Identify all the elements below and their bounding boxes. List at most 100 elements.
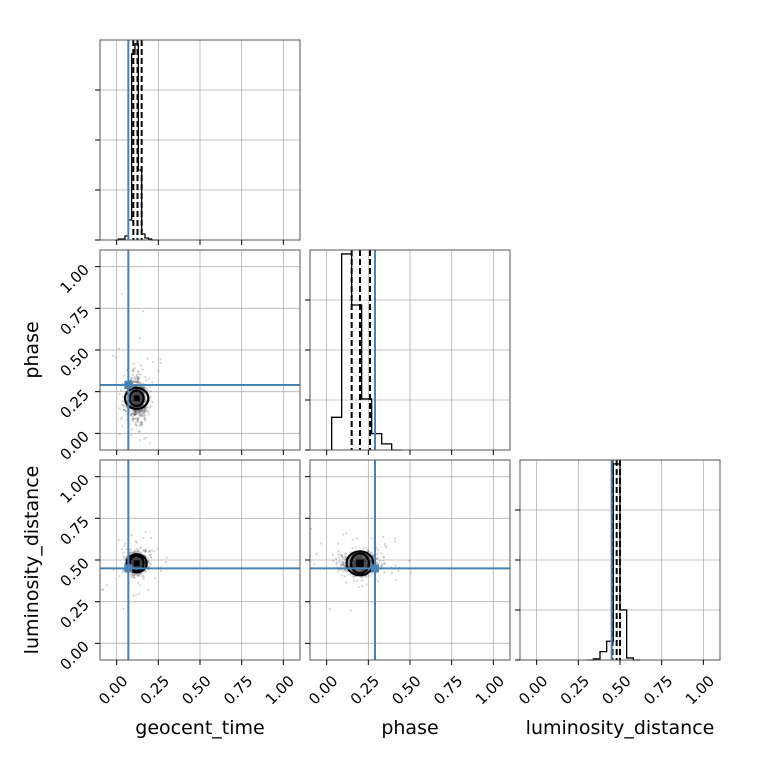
sample-point (120, 388, 123, 392)
sample-point (132, 573, 136, 576)
sample-point (134, 423, 137, 426)
y-tick-label: 0.50 (56, 344, 92, 380)
sample-point (136, 378, 139, 381)
x-tick-label: 1.00 (682, 672, 718, 708)
sample-point (136, 418, 139, 421)
sample-point (383, 562, 386, 565)
sample-point (147, 560, 150, 564)
sample-point (385, 546, 388, 549)
sample-point (131, 572, 134, 575)
sample-point (340, 574, 343, 577)
sample-point (148, 550, 151, 553)
sample-point (124, 409, 127, 413)
y-tick-label: 0.75 (56, 302, 92, 338)
sample-point (136, 550, 139, 553)
sample-point (360, 576, 363, 579)
sample-point (338, 556, 341, 559)
sample-point (370, 537, 373, 540)
sample-point (138, 413, 142, 416)
sample-point (133, 573, 137, 577)
sample-point (328, 607, 331, 611)
sample-point (141, 409, 144, 412)
sample-point (139, 584, 142, 587)
sample-point (132, 369, 135, 372)
sample-point (130, 428, 133, 431)
hist-panel-geocent_time (95, 39, 301, 245)
sample-point (353, 575, 356, 578)
sample-point (146, 409, 149, 412)
sample-point (134, 411, 137, 415)
sample-point (125, 556, 128, 559)
x-axis-label-phase: phase (381, 717, 438, 739)
sample-point (343, 569, 347, 572)
scatter-panel-geocent_time-vs-luminosity_distance: 0.00 0.25 0.50 0.75 1.000.000.250.500.751.00 (56, 459, 301, 708)
sample-point (146, 406, 149, 409)
sample-point (136, 376, 139, 379)
sample-point (122, 408, 126, 411)
x-tick-label: 0.75 (220, 672, 256, 708)
sample-point (139, 547, 142, 550)
sample-point (132, 380, 135, 383)
sample-point (366, 548, 370, 551)
sample-point (144, 555, 148, 558)
density-peak (356, 559, 364, 568)
sample-point (149, 562, 153, 565)
sample-point (149, 556, 152, 559)
sample-point (137, 409, 140, 412)
sample-point (136, 549, 139, 552)
sample-point (135, 373, 138, 376)
sample-point (345, 532, 348, 535)
sample-point (139, 422, 142, 425)
x-axis-label-luminosity_distance: luminosity_distance (526, 717, 715, 739)
sample-point (129, 548, 133, 551)
sample-point (133, 411, 136, 414)
sample-point (351, 538, 354, 541)
sample-point (140, 423, 144, 426)
sample-point (159, 570, 163, 573)
sample-point (138, 409, 141, 413)
sample-point (135, 410, 138, 413)
sample-point (129, 378, 133, 382)
contour-level (123, 386, 150, 410)
sample-point (340, 554, 344, 557)
sample-point (383, 542, 386, 545)
sample-point (347, 560, 350, 563)
sample-point (370, 572, 373, 575)
sample-point (138, 574, 141, 577)
sample-point (380, 564, 383, 567)
contour-level (125, 553, 148, 574)
sample-point (355, 580, 359, 583)
y-tick-label: 0.25 (56, 386, 92, 422)
sample-point (358, 585, 361, 589)
sample-point (342, 557, 345, 560)
sample-point (135, 412, 138, 416)
sample-point (331, 553, 334, 557)
contour-level (349, 552, 371, 575)
sample-point (136, 418, 139, 421)
y-tick-label: 0.50 (56, 554, 92, 590)
sample-point (383, 562, 386, 565)
sample-point (147, 565, 151, 568)
sample-point (100, 588, 103, 591)
sample-point (137, 411, 140, 414)
sample-point (131, 409, 134, 412)
sample-point (142, 386, 145, 389)
sample-point (118, 393, 121, 396)
sample-point (139, 364, 142, 367)
sample-point (124, 542, 127, 546)
sample-point (123, 374, 126, 377)
sample-point (345, 581, 348, 584)
sample-point (342, 533, 345, 536)
sample-point (140, 412, 143, 415)
x-tick-label: 1.00 (472, 672, 508, 708)
sample-point (137, 377, 141, 381)
sample-point (137, 549, 141, 553)
contour-level (128, 554, 145, 573)
sample-point (133, 376, 136, 379)
sample-point (132, 417, 135, 420)
sample-point (122, 569, 125, 572)
sample-point (134, 378, 137, 381)
sample-point (138, 410, 141, 414)
sample-point (131, 574, 134, 577)
sample-point (337, 542, 340, 545)
